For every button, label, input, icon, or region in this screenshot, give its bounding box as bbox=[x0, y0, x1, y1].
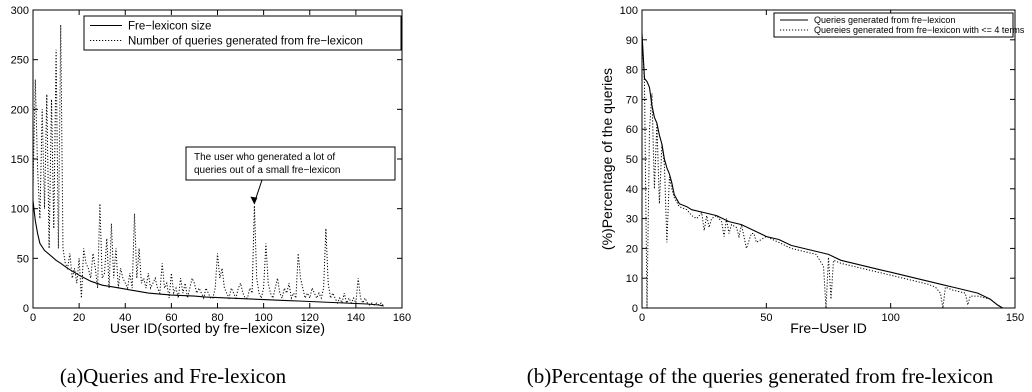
y-tick-label-b-3: 30 bbox=[626, 214, 638, 226]
x-tick-label-a-7: 140 bbox=[347, 312, 365, 324]
series-layer-a bbox=[32, 24, 384, 307]
y-tick-label-a-2: 100 bbox=[11, 204, 29, 216]
y-tick-label-b-1: 10 bbox=[626, 273, 638, 285]
x-axis-label-b: Fre−User ID bbox=[790, 320, 867, 336]
y-tick-label-b-6: 60 bbox=[626, 124, 638, 136]
y-axis-label-b: (%)Percentage of the queries bbox=[599, 68, 615, 250]
legend-box-a bbox=[83, 15, 402, 51]
legend-label-b-0: Queries generated from fre−lexicon bbox=[814, 15, 955, 25]
y-tick-label-b-0: 0 bbox=[632, 303, 638, 315]
y-tick-label-b-7: 70 bbox=[626, 94, 638, 106]
annotation-text-1: queries out of a small fre−lexicon bbox=[194, 165, 340, 176]
series-layer-b bbox=[641, 33, 1003, 309]
annotation-box bbox=[185, 146, 396, 181]
y-tick-label-a-3: 150 bbox=[11, 154, 29, 166]
y-tick-label-b-8: 80 bbox=[626, 65, 638, 77]
legend-a: Fre−lexicon size Number of queries genera… bbox=[83, 15, 402, 51]
x-tick-label-b-3: 150 bbox=[1006, 312, 1024, 324]
series-line-b-1 bbox=[641, 33, 1003, 309]
y-tick-label-b-5: 50 bbox=[626, 154, 638, 166]
x-tick-label-a-6: 120 bbox=[301, 312, 319, 324]
annotation-a: The user who generated a lot of queries o… bbox=[185, 146, 396, 205]
y-tick-label-b-9: 90 bbox=[626, 35, 638, 47]
ticks-layer-a: 0 20 40 60 80 100 120 140 160 0 50 100 150 200 250 300 bbox=[11, 5, 412, 324]
x-tick-label-a-5: 100 bbox=[254, 312, 272, 324]
caption-a: (a)Queries and Fre-lexicon bbox=[60, 364, 287, 388]
x-tick-label-a-3: 60 bbox=[165, 312, 177, 324]
x-tick-label-b-0: 0 bbox=[639, 312, 645, 324]
ticks-layer-b: 0 50 100 150 0 10 20 30 40 50 60 70 80 90 100 bbox=[620, 5, 1025, 324]
x-tick-label-a-4: 80 bbox=[211, 312, 223, 324]
series-line-b-0 bbox=[641, 33, 1003, 309]
y-tick-label-a-4: 200 bbox=[11, 104, 29, 116]
y-tick-label-a-5: 250 bbox=[11, 55, 29, 67]
x-tick-label-b-2: 100 bbox=[881, 312, 899, 324]
legend-b: Queries generated from fre−lexiconQuerei… bbox=[773, 12, 1025, 38]
y-tick-label-a-6: 300 bbox=[11, 5, 29, 17]
x-tick-label-a-0: 0 bbox=[30, 312, 36, 324]
x-axis-label-a: User ID(sorted by fre−lexicon size) bbox=[110, 320, 325, 336]
y-tick-label-b-4: 40 bbox=[626, 184, 638, 196]
annotation-text-0: The user who generated a lot of bbox=[194, 152, 335, 163]
caption-b: (b)Percentage of the queries generated f… bbox=[527, 364, 994, 388]
x-tick-label-b-1: 50 bbox=[760, 312, 772, 324]
legend-box-b bbox=[773, 12, 1014, 38]
plot-frame-b bbox=[641, 9, 1016, 309]
x-tick-label-a-2: 40 bbox=[119, 312, 131, 324]
y-tick-label-b-10: 100 bbox=[620, 5, 638, 17]
legend-label-a-1: Number of queries generated from fre−lex… bbox=[128, 36, 363, 48]
chart-panel-b: 0 50 100 150 0 10 20 30 40 50 60 70 80 90 100 Fre−User… bbox=[527, 5, 1025, 388]
series-line-a-1 bbox=[32, 24, 384, 307]
y-tick-label-a-1: 50 bbox=[17, 253, 29, 265]
legend-label-b-1: Quereies generated from fre−lexicon with… bbox=[814, 25, 1025, 35]
series-line-a-0 bbox=[32, 200, 384, 307]
x-tick-label-a-1: 20 bbox=[73, 312, 85, 324]
annotation-arrow-head bbox=[250, 196, 258, 205]
x-tick-label-a-8: 160 bbox=[393, 312, 411, 324]
chart-panel-a: 0 20 40 60 80 100 120 140 160050100150200250300 … bbox=[11, 5, 412, 388]
legend-label-a-0: Fre−lexicon size bbox=[128, 21, 211, 33]
y-tick-label-a-0: 0 bbox=[23, 303, 29, 315]
y-tick-label-b-2: 20 bbox=[626, 243, 638, 255]
